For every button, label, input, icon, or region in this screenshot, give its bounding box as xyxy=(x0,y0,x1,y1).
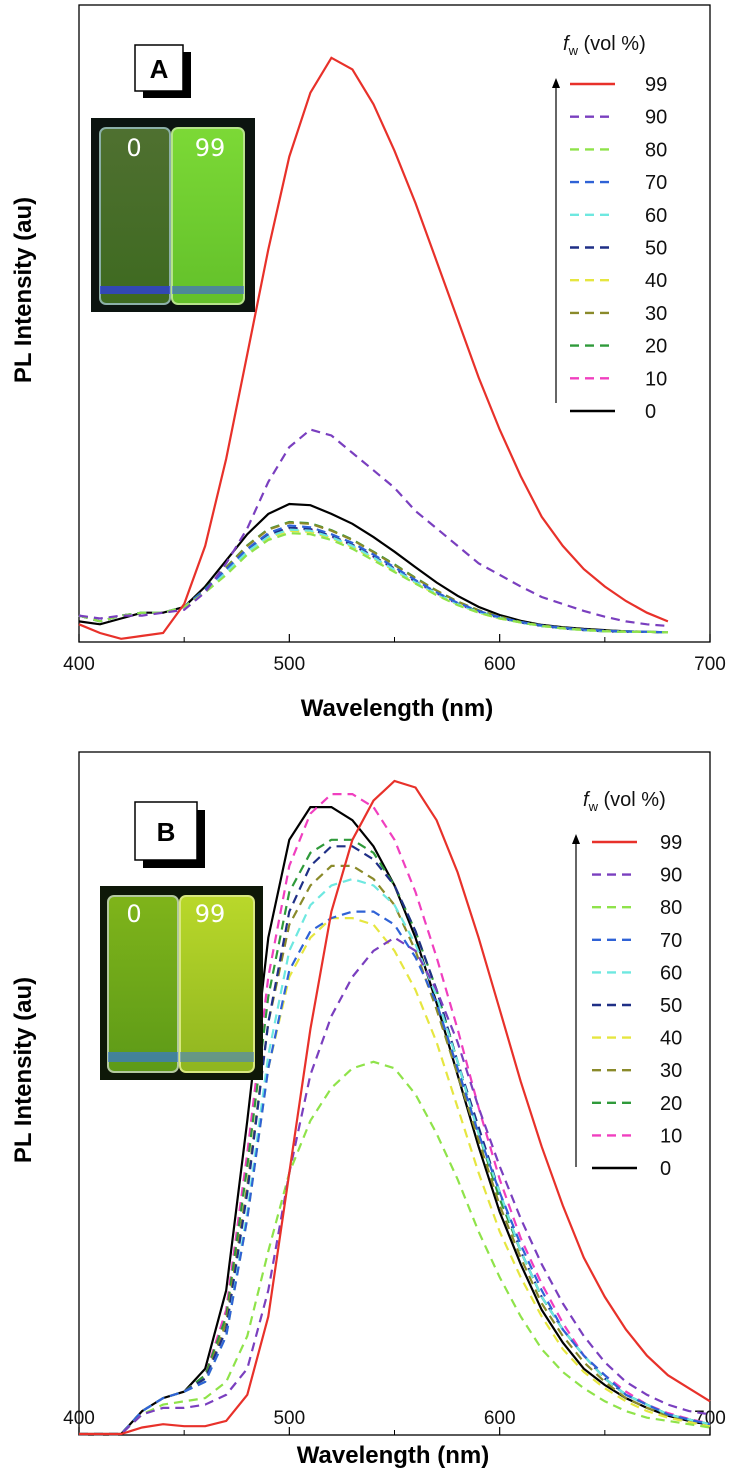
panel-b-legend-arrowhead xyxy=(572,834,580,844)
panel-b: 400 500 600 700 Wavelength (nm) PL Intensit… xyxy=(10,751,726,1469)
panel-b-legend-label-99: 99 xyxy=(660,832,682,854)
panel-b-legend-title: fw (vol %) xyxy=(583,789,666,814)
panel-a-legend-arrowhead xyxy=(552,78,560,88)
panel-b-series-40 xyxy=(79,917,711,1436)
panel-a-vial-photo: 0 99 xyxy=(91,118,255,312)
panel-a-legend-label-40: 40 xyxy=(645,270,667,292)
panel-a-legend-title: fw (vol %) xyxy=(563,33,646,58)
panel-b-legend-label-20: 20 xyxy=(660,1093,682,1115)
panel-a-x-tick-label: 600 xyxy=(484,654,516,675)
panel-a-series-0 xyxy=(78,502,668,634)
panel-a-series-80 xyxy=(78,531,668,634)
panel-a-series-50 xyxy=(78,526,668,634)
panel-b-x-axis-title: Wavelength (nm) xyxy=(297,1442,489,1469)
panel-a-series-30 xyxy=(78,521,668,634)
panel-a-legend-label-99: 99 xyxy=(645,74,667,96)
panel-a-series-90 xyxy=(78,428,668,628)
panel-b-vial-photo: 0 99 xyxy=(100,886,263,1080)
panel-a-x-tick-label: 400 xyxy=(63,654,95,675)
panel-a-legend-label-0: 0 xyxy=(645,401,656,423)
panel-a-x-ticks: 400 500 600 700 xyxy=(63,634,726,675)
panel-a-vial-label-left: 0 xyxy=(126,134,141,162)
panel-a-x-tick-label: 500 xyxy=(273,654,305,675)
panel-b-series-90 xyxy=(79,936,711,1436)
panel-b-series-99 xyxy=(79,779,711,1436)
panel-b-legend: fw (vol %) 99 90 80 70 60 50 40 30 20 10 0 xyxy=(572,789,682,1180)
panel-b-legend-label-10: 10 xyxy=(660,1125,682,1147)
panel-a-legend-label-10: 10 xyxy=(645,368,667,390)
panel-a-legend-label-20: 20 xyxy=(645,336,667,358)
panel-a-y-axis-title: PL Intensity (au) xyxy=(10,197,37,383)
panel-a-vial-label-right: 99 xyxy=(195,134,226,162)
panel-a-series-20 xyxy=(78,520,668,634)
panel-b-series xyxy=(79,779,711,1436)
panel-b-x-tick-label: 400 xyxy=(63,1408,95,1429)
panel-b-legend-label-90: 90 xyxy=(660,865,682,887)
panel-b-label-box: B xyxy=(134,801,205,868)
panel-b-y-axis-title: PL Intensity (au) xyxy=(10,977,37,1163)
panel-b-x-ticks: 400 500 600 700 xyxy=(63,1408,726,1435)
panel-b-series-50 xyxy=(79,845,711,1436)
panel-b-series-80 xyxy=(79,1060,711,1436)
panel-a-legend-label-60: 60 xyxy=(645,205,667,227)
panel-b-label: B xyxy=(157,817,176,847)
panel-a-legend-label-90: 90 xyxy=(645,107,667,129)
panel-b-legend-label-70: 70 xyxy=(660,930,682,952)
panel-a-series-70 xyxy=(78,524,668,634)
panel-b-series-60 xyxy=(79,877,711,1436)
panel-a-series xyxy=(78,56,669,640)
panel-a-plot-frame xyxy=(78,4,711,643)
panel-b-vial-label-left: 0 xyxy=(126,900,141,928)
panel-a-x-axis-title: Wavelength (nm) xyxy=(301,695,493,722)
panel-b-x-tick-label: 500 xyxy=(273,1408,305,1429)
panel-a-label-box: A xyxy=(134,44,191,98)
panel-a-series-99 xyxy=(78,56,669,640)
panel-b-legend-label-30: 30 xyxy=(660,1060,682,1082)
panel-b-legend-label-80: 80 xyxy=(660,897,682,919)
panel-a-legend: fw (vol %) 99 90 80 70 60 50 40 30 20 10 0 xyxy=(552,33,667,423)
panel-b-series-0 xyxy=(79,806,711,1436)
panel-b-legend-label-50: 50 xyxy=(660,995,682,1017)
panel-b-legend-label-60: 60 xyxy=(660,962,682,984)
panel-b-legend-label-0: 0 xyxy=(660,1158,671,1180)
panel-b-x-tick-label: 600 xyxy=(484,1408,516,1429)
panel-a-series-10 xyxy=(78,527,668,634)
panel-b-vial-label-right: 99 xyxy=(195,900,226,928)
panel-a: 400 500 600 700 Wavelength (nm) PL Intensit… xyxy=(10,4,726,722)
panel-b-legend-label-40: 40 xyxy=(660,1028,682,1050)
panel-a-series-40 xyxy=(78,529,668,634)
panel-a-legend-label-80: 80 xyxy=(645,139,667,161)
panel-a-label: A xyxy=(150,54,169,84)
panel-b-series-70 xyxy=(79,910,711,1436)
panel-a-legend-label-70: 70 xyxy=(645,172,667,194)
panel-a-x-tick-label: 700 xyxy=(694,654,726,675)
panel-a-legend-label-50: 50 xyxy=(645,238,667,260)
panel-a-legend-label-30: 30 xyxy=(645,303,667,325)
panel-a-series-60 xyxy=(78,528,668,634)
